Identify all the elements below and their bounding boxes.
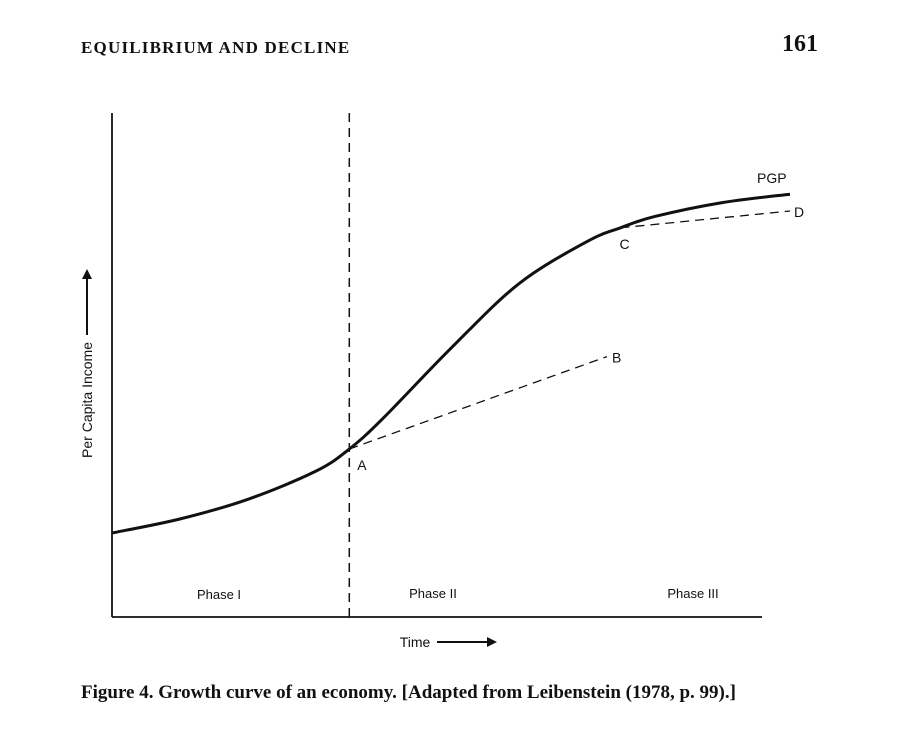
page-number: 161 (782, 31, 818, 57)
pgp-curve-label: PGP (757, 170, 787, 186)
x-axis-label: Time (400, 634, 431, 650)
tangent-line-a-b (349, 355, 608, 450)
point-label-a: A (357, 457, 367, 473)
y-axis-label: Per Capita Income (79, 342, 95, 458)
phase-label-2: Phase II (409, 586, 457, 601)
tangent-line-c-d (620, 210, 791, 229)
phase-label-1: Phase I (197, 587, 241, 602)
point-label-c: C (620, 236, 630, 252)
running-title: EQUILIBRIUM AND DECLINE (81, 38, 351, 57)
point-label-b: B (612, 350, 621, 366)
point-label-d: D (794, 204, 804, 220)
phase-label-3: Phase III (667, 586, 718, 601)
pgp-growth-curve (111, 192, 791, 535)
figure-caption: Figure 4. Growth curve of an economy. [A… (81, 682, 736, 703)
